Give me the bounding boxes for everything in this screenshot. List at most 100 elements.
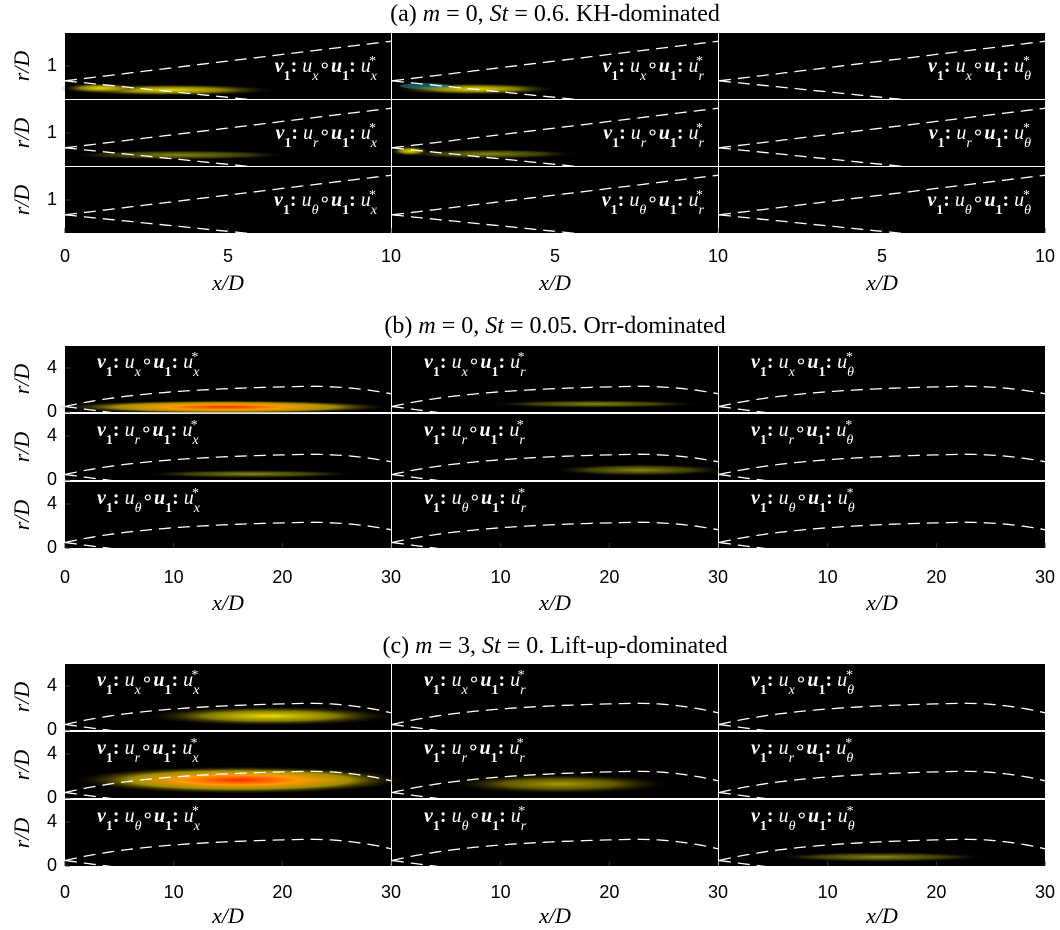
label-part: 1 — [106, 501, 113, 516]
label-part: : — [440, 805, 452, 827]
label-part: r — [521, 819, 527, 834]
label-part: 1 — [818, 433, 825, 448]
label-part: 1 — [164, 751, 171, 766]
label-part: ∘ — [795, 487, 808, 509]
label-part: v — [424, 669, 434, 691]
label-part: r — [135, 433, 141, 448]
shear-layer-line — [65, 107, 391, 149]
subplot-label: v1: uθ∘u1: ux* — [274, 188, 378, 218]
shear-layer-line — [392, 385, 718, 408]
y-axis-label: r/D — [9, 185, 34, 216]
label-part: u — [361, 122, 371, 144]
label-part: ∘ — [794, 419, 807, 441]
subplot-label: v1: uθ∘u1: uθ* — [751, 486, 855, 516]
label-part: 1 — [164, 683, 171, 698]
label-part: : — [767, 805, 779, 827]
shear-layer-line — [65, 80, 252, 99]
label-part: ∘ — [467, 419, 480, 441]
label-part: 1 — [491, 751, 498, 766]
subplot-background — [65, 482, 391, 548]
label-part: u — [154, 487, 165, 509]
label-part: : — [619, 122, 631, 144]
label-part: u — [629, 189, 639, 211]
label-part: u — [153, 419, 164, 441]
shear-layer-line — [719, 521, 1045, 544]
label-part: r — [519, 433, 525, 448]
label-part: u — [302, 189, 312, 211]
subplot-label: v1: ur∘u1: uθ* — [929, 121, 1031, 151]
label-part: ∘ — [972, 189, 985, 211]
title-part: St — [482, 633, 502, 659]
label-part: u — [631, 122, 641, 144]
label-part: ∘ — [794, 737, 807, 759]
subplot-label: v1: uθ∘u1: ux* — [97, 486, 201, 516]
label-part: * — [518, 668, 525, 683]
label-part: : — [826, 805, 838, 827]
title-part: = 0.05. Orr-dominated — [504, 313, 726, 339]
label-part: u — [659, 122, 670, 144]
label-part: 1 — [165, 501, 172, 516]
label-part: θ — [846, 751, 853, 766]
shear-layer-line — [719, 453, 1045, 476]
label-part: u — [837, 669, 847, 691]
label-part: x — [191, 751, 199, 766]
label-part: : — [943, 189, 955, 211]
x-tick-label: 10 — [818, 567, 838, 587]
x-tick-label: 5 — [877, 246, 887, 266]
shear-layer-line — [719, 40, 1045, 82]
x-tick-label: 10 — [1035, 246, 1055, 266]
label-part: * — [369, 121, 376, 136]
label-part: x — [193, 819, 201, 834]
label-part: 1 — [995, 69, 1002, 84]
label-part: : — [618, 55, 630, 77]
label-part: ∘ — [141, 669, 154, 691]
label-part: u — [510, 351, 520, 373]
label-part: x — [370, 69, 378, 84]
label-part: ∘ — [795, 669, 808, 691]
shear-layer-line — [392, 107, 718, 149]
label-part: 1 — [433, 501, 440, 516]
label-part: u — [630, 55, 640, 77]
label-part: θ — [312, 203, 319, 218]
label-part: * — [1023, 188, 1030, 203]
label-part: r — [520, 683, 526, 698]
label-part: 1 — [760, 683, 767, 698]
label-part: ∘ — [646, 122, 659, 144]
label-part: 1 — [433, 365, 440, 380]
label-part: r — [462, 751, 468, 766]
label-part: 1 — [937, 69, 944, 84]
subplot-background — [65, 414, 391, 480]
label-part: * — [1023, 121, 1030, 136]
label-part: u — [955, 189, 965, 211]
label-part: u — [153, 351, 164, 373]
title-part: m — [423, 1, 440, 27]
label-part: : — [825, 419, 837, 441]
label-part: v — [424, 737, 434, 759]
label-part: : — [440, 351, 452, 373]
field-blob — [485, 400, 705, 408]
label-part: ∘ — [468, 805, 481, 827]
x-axis-label: x/D — [211, 270, 244, 295]
label-part: : — [767, 419, 779, 441]
label-part: u — [183, 669, 193, 691]
label-part: : — [498, 737, 510, 759]
label-part: ∘ — [318, 189, 331, 211]
shear-layer-line — [392, 521, 718, 544]
x-tick-label: 0 — [60, 567, 70, 587]
subplot-label: v1: ux∘u1: ux* — [97, 668, 200, 698]
shear-layer-line — [65, 541, 113, 548]
label-part: u — [807, 737, 818, 759]
label-part: u — [779, 419, 789, 441]
label-part: u — [183, 351, 193, 373]
label-part: u — [779, 487, 789, 509]
label-part: x — [965, 69, 973, 84]
label-part: 1 — [760, 433, 767, 448]
label-part: x — [461, 683, 469, 698]
label-part: u — [511, 805, 521, 827]
label-part: : — [677, 189, 689, 211]
shear-layer-line — [392, 174, 718, 216]
subplot-background — [65, 167, 391, 233]
label-part: 1 — [670, 136, 677, 151]
shear-layer-line — [392, 859, 440, 866]
